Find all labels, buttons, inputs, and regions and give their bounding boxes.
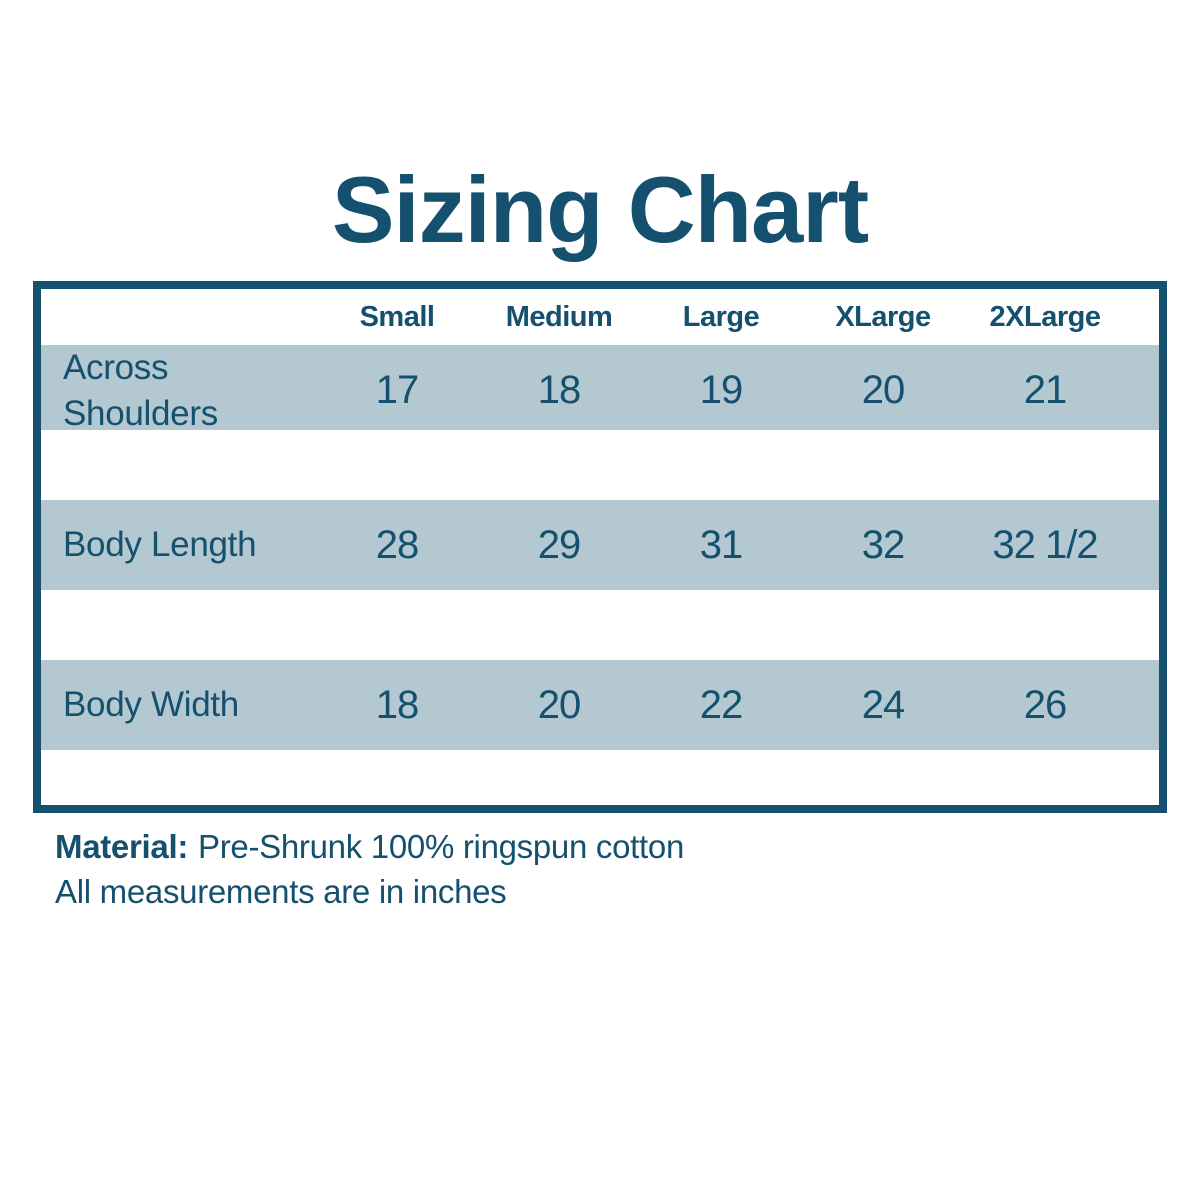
value-cell: 24	[861, 682, 906, 727]
spacer-row	[41, 590, 1159, 660]
value-cell: 21	[1023, 368, 1068, 412]
header-cell-large: Large	[682, 300, 760, 333]
header-cell-small: Small	[359, 300, 435, 333]
value-cell: 29	[537, 522, 582, 567]
table-row-across-shoulders: Across Shoulders 17 18 19 20 21	[41, 345, 1159, 433]
value-cell: 28	[375, 522, 420, 567]
header-cell-xlarge: XLarge	[835, 300, 931, 333]
value-cell: 32	[861, 522, 906, 567]
table-row-body-length: Body Length 28 29 31 32 32 1/2	[41, 500, 1159, 590]
value-cell: 26	[1023, 682, 1068, 727]
row-label: Across Shoulders	[63, 348, 218, 433]
table-header-row: Small Medium Large XLarge 2XLarge	[41, 289, 1159, 345]
measurements-note: All measurements are in inches	[55, 872, 507, 910]
material-value: Pre-Shrunk 100% ringspun cotton	[198, 828, 685, 865]
value-cell: 22	[699, 682, 744, 727]
value-cell: 19	[699, 368, 744, 412]
row-label: Body Width	[63, 685, 239, 725]
material-label: Material:	[55, 828, 189, 865]
footer-notes: Material: Pre-Shrunk 100% ringspun cotton…	[55, 825, 1200, 914]
value-cell: 17	[375, 368, 420, 412]
spacer-row	[41, 430, 1159, 500]
value-cell: 20	[861, 368, 906, 412]
value-cell: 18	[375, 682, 420, 727]
page-title: Sizing Chart	[331, 157, 869, 262]
value-cell: 18	[537, 368, 582, 412]
value-cell: 20	[537, 682, 582, 727]
row-label: Body Length	[63, 525, 257, 565]
value-cell: 32 1/2	[992, 522, 1098, 567]
spacer-row	[41, 750, 1159, 805]
header-cell-medium: Medium	[505, 300, 613, 333]
material-note: Material: Pre-Shrunk 100% ringspun cotton	[55, 825, 1200, 870]
value-cell: 31	[699, 522, 744, 567]
header-cell-2xlarge: 2XLarge	[989, 300, 1101, 333]
table-row-body-width: Body Width 18 20 22 24 26	[41, 660, 1159, 750]
sizing-table: Small Medium Large XLarge 2XLarge Across…	[33, 281, 1167, 813]
